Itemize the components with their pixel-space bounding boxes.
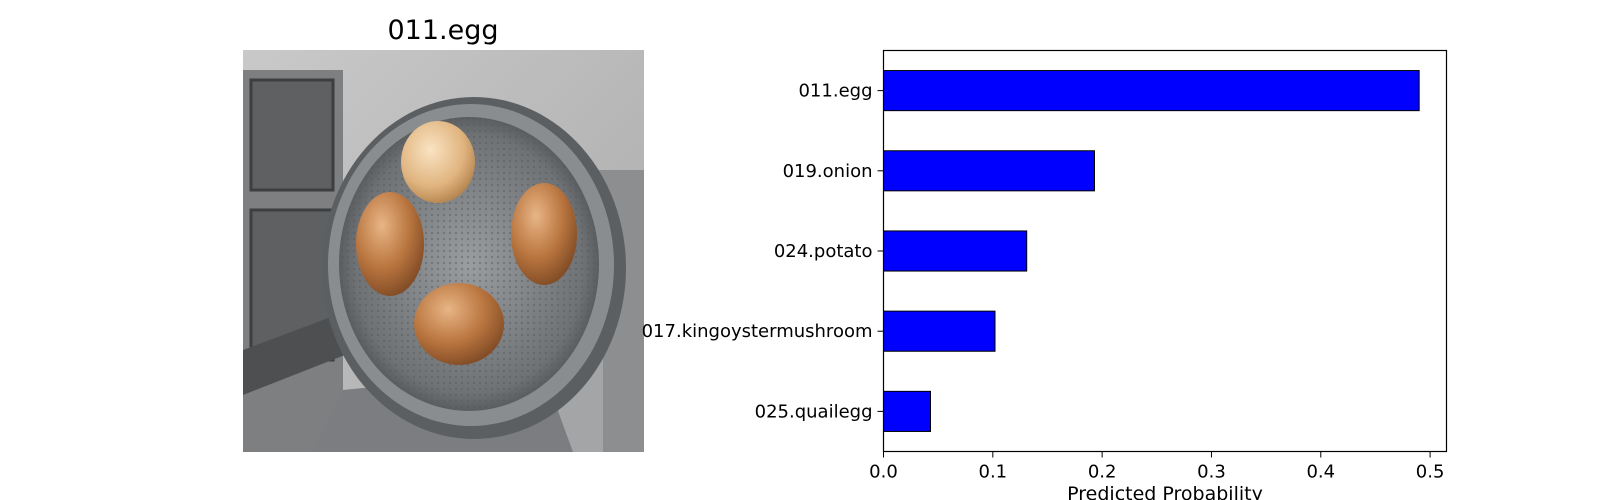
y-tick-label: 011.egg bbox=[798, 81, 872, 102]
x-tick-label: 0.5 bbox=[1416, 462, 1445, 483]
y-tick-label: 019.onion bbox=[783, 161, 873, 182]
x-tick-label: 0.0 bbox=[869, 462, 898, 483]
bars-layer bbox=[883, 70, 1420, 432]
bar bbox=[883, 390, 932, 432]
x-tick-label: 0.2 bbox=[1088, 462, 1117, 483]
y-ticks: 011.egg 019.onion 024.potato 017.kingoyster… bbox=[642, 81, 884, 422]
y-tick-label: 017.kingoystermushroom bbox=[642, 321, 873, 342]
y-tick-label: 025.quailegg bbox=[755, 401, 873, 422]
bar bbox=[883, 230, 1028, 272]
x-tick-label: 0.4 bbox=[1306, 462, 1335, 483]
x-axis-label: Predicted Probability bbox=[1067, 483, 1263, 500]
x-tick-label: 0.3 bbox=[1197, 462, 1226, 483]
image-title: 011.egg bbox=[387, 15, 499, 46]
x-ticks: 0.0 0.1 0.2 0.3 0.4 0.5 bbox=[869, 451, 1445, 483]
x-tick-label: 0.1 bbox=[979, 462, 1008, 483]
y-tick-label: 024.potato bbox=[774, 241, 873, 262]
bar bbox=[883, 310, 996, 352]
bar bbox=[883, 70, 1420, 112]
bar bbox=[883, 150, 1095, 192]
egg-photo bbox=[243, 50, 644, 452]
